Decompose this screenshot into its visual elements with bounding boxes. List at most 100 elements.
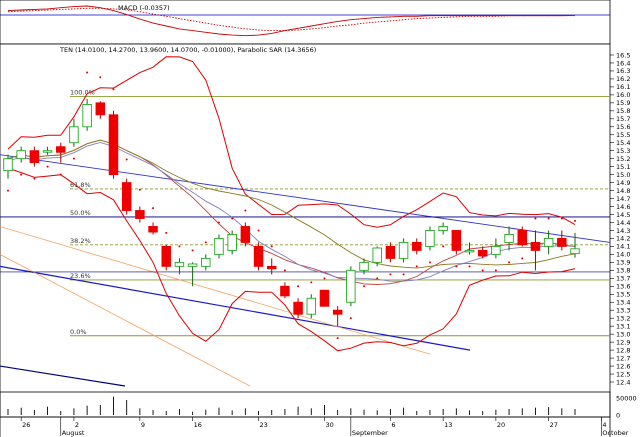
candle-body	[29, 150, 40, 164]
sar-dot	[455, 265, 458, 268]
candle-body	[214, 237, 224, 255]
candle-body	[148, 226, 158, 233]
candle-body	[161, 245, 171, 267]
price-tick-label: 12.8	[616, 346, 630, 354]
sar-dot	[178, 245, 181, 248]
candle-body	[385, 245, 396, 259]
sar-dot	[20, 173, 23, 176]
sar-dot	[165, 231, 168, 234]
sar-dot	[389, 273, 392, 276]
price-tick-label: 13.9	[616, 259, 630, 267]
price-tick-label: 15.7	[616, 115, 630, 123]
price-tick-label: 13.3	[616, 307, 630, 315]
date-tick-label: 26	[22, 421, 30, 429]
sar-dot	[99, 76, 102, 79]
price-tick-label: 15.3	[616, 147, 630, 155]
price-tick-label: 15.8	[616, 107, 630, 115]
fibonacci-label: 100.0%	[70, 88, 95, 96]
price-tick-label: 14.4	[616, 219, 630, 227]
sar-dot	[138, 188, 141, 191]
candle-body	[451, 230, 462, 251]
price-tick-label: 16.2	[616, 75, 630, 83]
price-tick-label: 14.9	[616, 179, 630, 187]
fibonacci-label: 61.8%	[70, 181, 91, 189]
month-label: August	[62, 429, 85, 437]
date-tick-label: 27	[550, 421, 558, 429]
candle-body	[227, 234, 237, 251]
sar-dot	[231, 217, 234, 220]
sar-dot	[481, 269, 484, 272]
date-tick-label: 9	[141, 421, 145, 429]
candle-body	[56, 146, 66, 153]
volume-tick-label: 0	[616, 411, 620, 419]
candle-body	[570, 248, 580, 255]
candle-body	[266, 265, 277, 270]
price-tick-label: 13.4	[616, 299, 630, 307]
price-tick-label: 16.1	[616, 83, 630, 91]
candle-body	[3, 158, 13, 172]
candle-body	[438, 226, 448, 231]
sar-dot	[72, 157, 75, 160]
price-tick-label: 12.4	[616, 378, 630, 386]
lower-trend-line	[0, 365, 126, 387]
price-tick-label: 12.5	[616, 370, 630, 378]
price-tick-label: 14.0	[616, 251, 630, 259]
sar-dot	[534, 217, 537, 220]
month-label: October	[602, 429, 628, 437]
price-axis: 16.516.416.316.216.116.015.915.815.715.6…	[610, 51, 630, 386]
channel-trend-line	[0, 226, 431, 355]
channel-trend-line	[0, 254, 251, 387]
price-tick-label: 13.7	[616, 275, 630, 283]
price-tick-label: 14.8	[616, 187, 630, 195]
fibonacci-label: 0.0%	[70, 328, 87, 336]
price-tick-label: 15.9	[616, 99, 630, 107]
candle-body	[69, 126, 79, 144]
candle-body	[346, 269, 356, 303]
bollinger-bands	[7, 56, 576, 352]
price-tick-label: 14.3	[616, 227, 630, 235]
price-tick-label: 15.4	[616, 139, 630, 147]
sar-dot	[547, 217, 550, 220]
candle-body	[504, 234, 514, 243]
price-tick-label: 14.5	[616, 211, 630, 219]
sar-dot	[468, 265, 471, 268]
sar-dot	[59, 173, 62, 176]
date-tick-label: 13	[444, 421, 452, 429]
macd-series-line	[7, 7, 575, 32]
price-title: TEN (14.0100, 14.2700, 13.9600, 14.0700,…	[59, 46, 316, 54]
sar-dot	[7, 189, 9, 192]
price-tick-label: 12.7	[616, 354, 630, 362]
sar-dot	[494, 269, 497, 272]
sar-dot	[191, 249, 194, 252]
moving-average-long	[7, 139, 576, 269]
price-tick-label: 12.6	[616, 362, 630, 370]
sar-dot	[297, 285, 300, 288]
price-tick-label: 13.5	[616, 291, 630, 299]
candle-body	[95, 102, 106, 116]
price-tick-label: 15.6	[616, 123, 630, 131]
sar-dot	[86, 71, 89, 74]
sar-dot	[112, 88, 115, 91]
moving-averages	[7, 139, 576, 285]
candle-body	[491, 245, 501, 255]
candle-body	[82, 103, 92, 128]
support-trend-line	[0, 265, 471, 351]
candle-body	[398, 241, 409, 259]
candle-body	[306, 297, 317, 315]
sar-dot	[257, 229, 260, 232]
candles	[3, 98, 580, 327]
candle-body	[174, 261, 185, 267]
sar-dot	[204, 241, 207, 244]
sar-dot	[574, 219, 576, 222]
price-tick-label: 15.5	[616, 131, 630, 139]
price-tick-label: 16.5	[616, 51, 630, 59]
sar-dot	[336, 337, 339, 340]
parabolic-sar	[7, 71, 576, 340]
date-tick-label: 16	[194, 421, 202, 429]
sar-dot	[402, 273, 405, 276]
sar-dot	[244, 209, 247, 212]
volume-frame	[0, 391, 611, 437]
sar-dot	[217, 221, 220, 224]
